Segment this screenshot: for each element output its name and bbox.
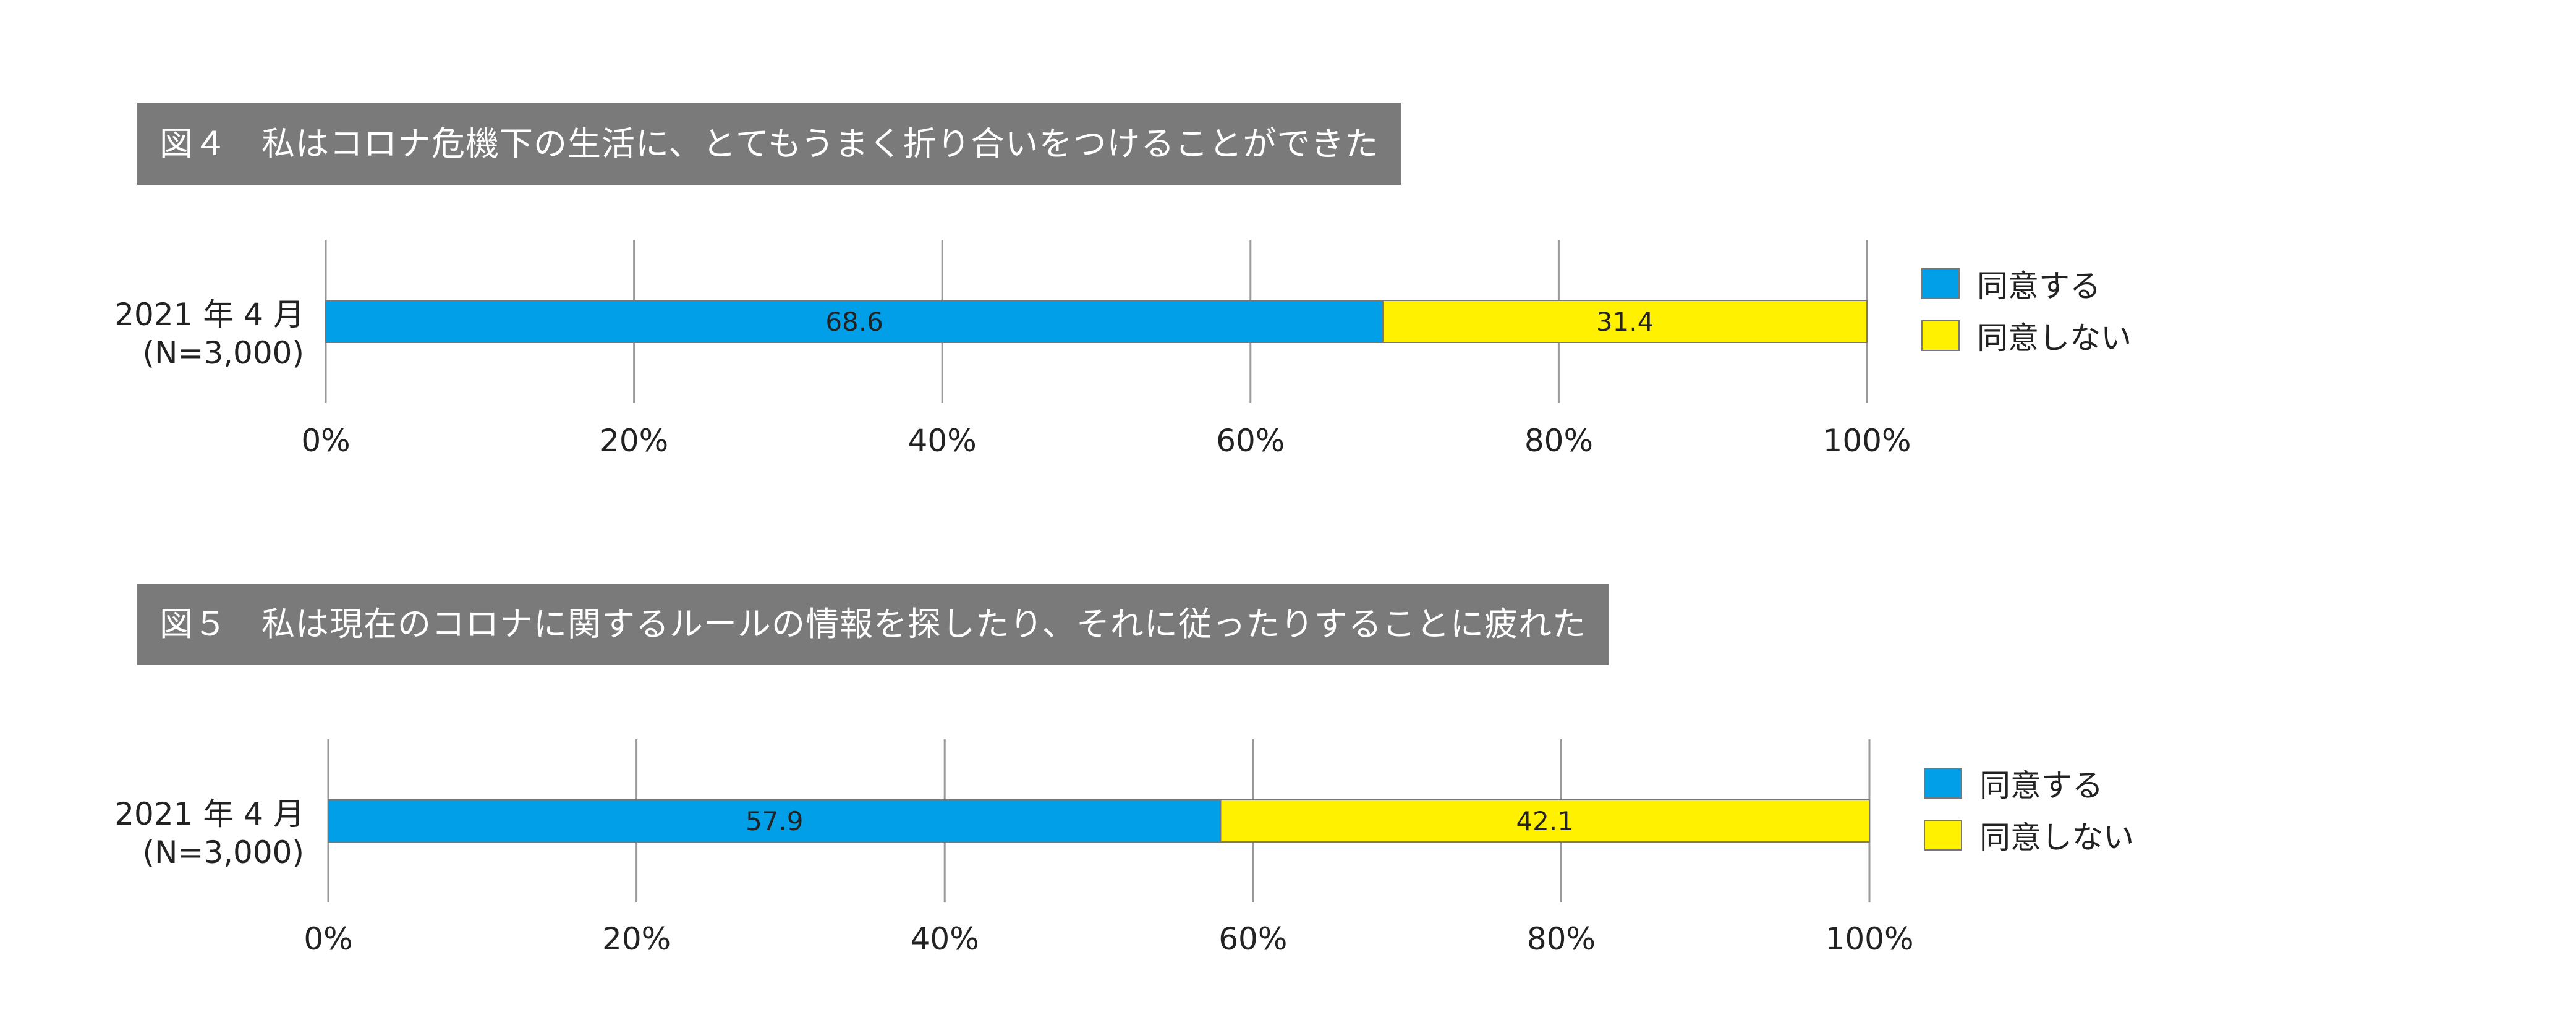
- legend-label-disagree: 同意しない: [1977, 320, 2132, 356]
- chart-title: 図４ 私はコロナ危機下の生活に、とてもうまく折り合いをつけることができた: [137, 103, 1401, 185]
- category-label-line2: (N=3,000): [142, 335, 304, 371]
- legend: 同意する 同意しない: [1924, 763, 2134, 867]
- legend-item-agree: 同意する: [1924, 763, 2134, 804]
- legend-item-disagree: 同意しない: [1921, 315, 2132, 356]
- bar-segment-disagree: [1220, 799, 1870, 843]
- legend-label-agree: 同意する: [1979, 768, 2103, 804]
- category-label: 2021 年 4 月 (N=3,000): [45, 295, 304, 372]
- category-label-line1: 2021 年 4 月: [114, 297, 304, 333]
- legend-item-disagree: 同意しない: [1924, 815, 2134, 856]
- chart-plot: 0% 20% 40% 60% 80% 100% 68.6 31.4: [301, 240, 1911, 459]
- legend-label-agree: 同意する: [1977, 268, 2101, 304]
- data-label: 42.1: [1516, 806, 1574, 836]
- x-tick-label: 0%: [304, 921, 352, 957]
- chart-panel-2: 図５ 私は現在のコロナに関するルールの情報を探したり、それに従ったりすることに疲…: [0, 498, 2576, 1016]
- x-tick-label: 20%: [600, 423, 668, 459]
- x-tick-label: 100%: [1823, 423, 1911, 459]
- legend-label-disagree: 同意しない: [1979, 820, 2134, 856]
- category-label-line1: 2021 年 4 月: [114, 796, 304, 832]
- x-tick-label: 80%: [1527, 921, 1596, 957]
- bar-segment-disagree: [1382, 300, 1868, 343]
- legend-swatch-disagree: [1921, 320, 1960, 351]
- data-label: 68.6: [825, 307, 883, 337]
- legend-swatch-agree: [1921, 268, 1960, 299]
- x-tick-label: 40%: [911, 921, 979, 957]
- category-label-line2: (N=3,000): [142, 834, 304, 870]
- legend-swatch-disagree: [1924, 820, 1962, 851]
- x-tick-label: 40%: [908, 423, 977, 459]
- category-label: 2021 年 4 月 (N=3,000): [45, 795, 304, 872]
- x-tick-label: 20%: [602, 921, 671, 957]
- chart-plot: 0% 20% 40% 60% 80% 100% 57.9 42.1: [304, 739, 1914, 957]
- legend-item-agree: 同意する: [1921, 263, 2132, 304]
- chart-title: 図５ 私は現在のコロナに関するルールの情報を探したり、それに従ったりすることに疲…: [137, 584, 1609, 665]
- x-tick-label: 60%: [1216, 423, 1285, 459]
- x-tick-label: 80%: [1524, 423, 1593, 459]
- bar-segment-agree: [325, 300, 1384, 343]
- legend-swatch-agree: [1924, 768, 1962, 799]
- x-tick-label: 100%: [1826, 921, 1914, 957]
- data-label: 57.9: [746, 806, 804, 836]
- legend: 同意する 同意しない: [1921, 263, 2132, 367]
- x-tick-label: 0%: [301, 423, 350, 459]
- x-tick-label: 60%: [1218, 921, 1287, 957]
- chart-panel-1: 図４ 私はコロナ危機下の生活に、とてもうまく折り合いをつけることができた 0% 2…: [45, 103, 2132, 459]
- data-label: 31.4: [1596, 307, 1654, 337]
- bar-segment-agree: [328, 799, 1222, 843]
